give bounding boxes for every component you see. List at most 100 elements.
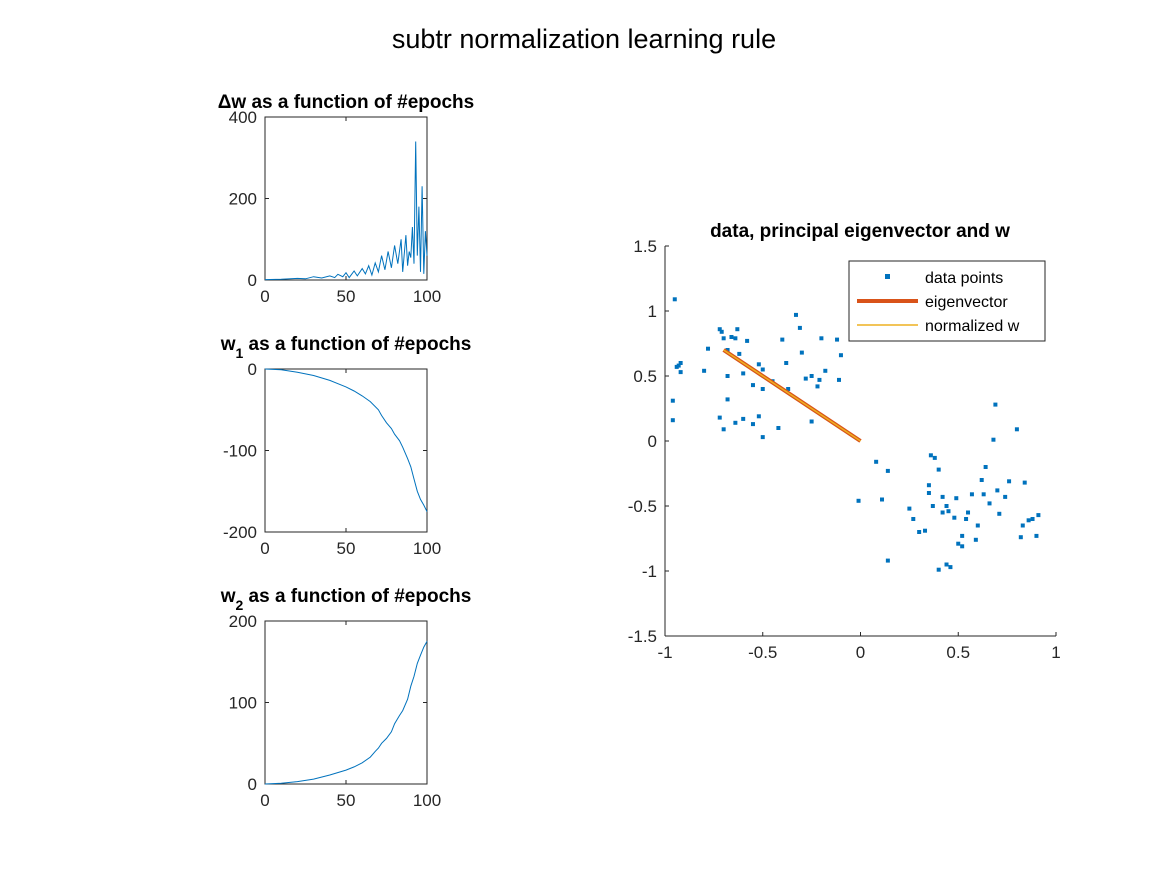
y-tick-label: 400 <box>229 108 257 127</box>
data-point <box>856 498 861 503</box>
subplot-w2: w2 as a function of #epochs 0 50 100 0 100 20… <box>220 586 472 810</box>
axes-frame <box>264 368 428 533</box>
y-tick-label: 1 <box>648 302 657 321</box>
subplot-scatter-axes: -1 -0.5 0 0.5 1-1.5-1-0.500.511.5 <box>628 237 1061 662</box>
data-point <box>760 435 765 440</box>
y-tick-label: 0.5 <box>633 367 657 386</box>
data-point <box>745 338 750 343</box>
data-point <box>946 509 951 514</box>
data-point <box>672 297 677 302</box>
data-point <box>750 383 755 388</box>
data-point <box>979 478 984 482</box>
y-tick-label: -200 <box>223 523 257 542</box>
subplot-w1-title: w1 as a function of #epochs <box>220 334 472 361</box>
data-point <box>880 497 885 502</box>
subplot-scatter-title: data, principal eigenvector and w <box>710 221 1010 242</box>
y-tick-label: -1.5 <box>628 627 657 646</box>
data-point <box>784 361 789 365</box>
x-tick-label: 0 <box>856 643 865 662</box>
data-point <box>721 427 726 432</box>
data-point <box>944 504 949 508</box>
data-point <box>936 567 941 572</box>
data-point <box>780 337 785 342</box>
y-tick-label: 200 <box>229 612 257 631</box>
data-point <box>717 415 722 420</box>
data-point <box>797 325 802 330</box>
data-point <box>750 422 755 427</box>
y-tick-label: 0 <box>248 775 257 794</box>
series-line <box>264 141 428 281</box>
x-tick-label: 0 <box>260 539 269 558</box>
data-point <box>966 510 971 515</box>
x-tick-label: 0 <box>260 287 269 306</box>
legend-label-eigenvector: eigenvector <box>925 294 1008 311</box>
data-point <box>960 533 965 538</box>
data-point <box>756 362 761 367</box>
data-point <box>969 492 974 497</box>
data-point <box>719 329 724 334</box>
data-point <box>960 544 965 549</box>
data-point <box>741 416 746 421</box>
data-point <box>952 515 957 520</box>
data-point <box>940 494 945 499</box>
data-point <box>928 453 933 458</box>
subplot-w2-title: w2 as a function of #epochs <box>220 586 472 613</box>
series-line <box>264 368 428 512</box>
data-point <box>936 467 941 472</box>
data-point <box>835 337 840 342</box>
subplot-w1: w1 as a function of #epochs 0 50 100 -200 -1… <box>220 334 472 558</box>
subplot-delta-w-axes: 0 50 100 0 200 400 <box>229 108 442 306</box>
data-point <box>838 353 843 358</box>
data-point <box>809 374 814 378</box>
y-tick-label: 100 <box>229 694 257 713</box>
x-tick-label: 100 <box>413 539 441 558</box>
data-point <box>670 418 675 423</box>
data-point <box>1026 518 1031 523</box>
data-point <box>932 455 937 460</box>
data-point <box>729 335 734 339</box>
data-point <box>956 541 961 546</box>
axes-frame <box>264 620 428 785</box>
x-tick-label: -1 <box>657 643 672 662</box>
x-tick-label: 50 <box>337 539 356 558</box>
data-point <box>1020 523 1025 528</box>
data-point <box>674 364 679 369</box>
data-point <box>944 562 949 567</box>
y-tick-label: -1 <box>642 562 657 581</box>
data-point <box>1036 513 1041 518</box>
data-point <box>1014 427 1019 432</box>
x-tick-label: 0.5 <box>946 643 970 662</box>
data-point <box>823 368 828 373</box>
data-point <box>756 414 761 419</box>
data-point <box>817 377 822 382</box>
data-point <box>776 426 781 430</box>
data-point <box>987 501 992 506</box>
x-tick-label: 1 <box>1051 643 1060 662</box>
data-point <box>725 348 730 352</box>
data-point <box>717 327 722 332</box>
data-point <box>923 528 928 533</box>
data-point <box>917 530 922 534</box>
data-point <box>993 402 998 407</box>
data-point <box>874 459 879 464</box>
data-point <box>815 384 820 389</box>
data-point <box>706 346 711 351</box>
y-tick-label: 1.5 <box>633 237 657 256</box>
y-tick-label: 0 <box>248 360 257 379</box>
y-tick-label: -0.5 <box>628 497 657 516</box>
data-point <box>733 420 738 425</box>
data-point <box>702 368 707 373</box>
data-point <box>786 387 791 391</box>
data-point <box>983 465 988 469</box>
data-point <box>836 377 841 382</box>
legend: data points eigenvector normalized w <box>848 260 1046 342</box>
x-tick-label: 100 <box>413 791 441 810</box>
data-point <box>907 506 912 511</box>
data-point <box>995 488 1000 493</box>
legend-label-normalized-w: normalized w <box>925 318 1020 335</box>
x-tick-label: 100 <box>413 287 441 306</box>
data-point <box>741 371 746 376</box>
data-point <box>930 504 935 508</box>
data-point <box>1007 479 1012 484</box>
